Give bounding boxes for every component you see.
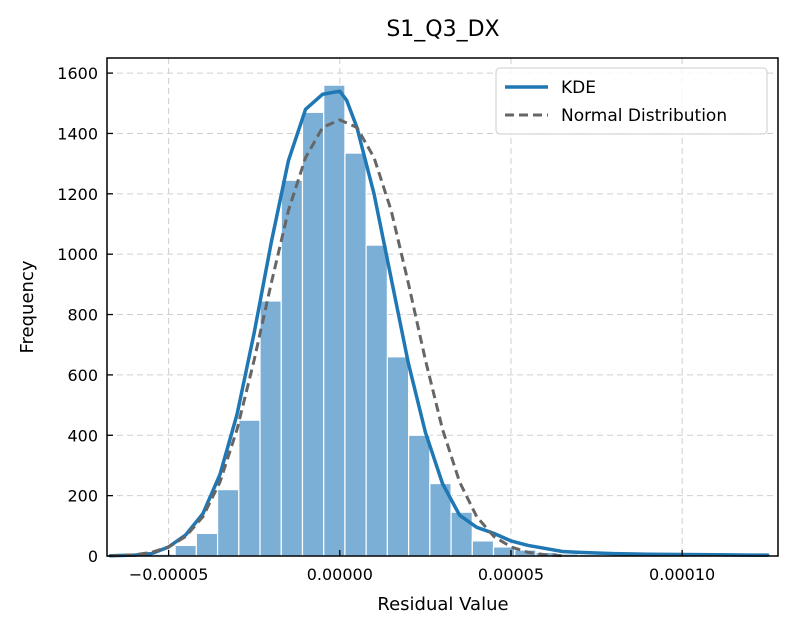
x-axis-ticks: −0.00005 0.00000 0.00005 0.00010 (129, 550, 715, 584)
curves (108, 89, 770, 558)
normal-distribution-curve (110, 118, 563, 558)
histogram-bars (110, 84, 771, 557)
x-tick-label-0: −0.00005 (129, 565, 209, 584)
plot-frame (106, 57, 779, 557)
histogram-bar-13 (386, 356, 410, 557)
histogram-bar-7 (259, 300, 282, 557)
histogram-bar-17 (471, 540, 495, 557)
x-tick-label-1: 0.00000 (307, 565, 373, 584)
y-axis-ticks: 0 200 400 600 800 1000 1200 1400 1600 (57, 64, 113, 566)
histogram-bar-5 (216, 489, 240, 557)
histogram-bar-8 (280, 179, 304, 557)
x-axis-label: Residual Value (377, 594, 508, 615)
histogram-bar-9 (301, 111, 325, 557)
histogram-bar-4 (195, 532, 219, 557)
histogram-bar-6 (238, 419, 261, 557)
legend-normal-label: Normal Distribution (561, 106, 727, 126)
histogram-bar-12 (365, 244, 388, 557)
chart-title: S1_Q3_DX (386, 17, 499, 42)
y-tick-label-4: 800 (67, 306, 98, 325)
legend-box (495, 67, 768, 135)
y-tick-label-6: 1200 (57, 185, 98, 204)
kde-curve (108, 89, 770, 558)
x-tick-label-2: 0.00005 (478, 565, 544, 584)
histogram-bar-10 (323, 84, 346, 557)
y-tick-label-7: 1400 (57, 124, 98, 143)
x-tick-label-3: 0.00010 (649, 565, 715, 584)
legend: KDE Normal Distribution (495, 67, 768, 135)
y-tick-label-1: 200 (67, 487, 98, 506)
histogram-bar-11 (344, 152, 367, 557)
y-tick-label-2: 400 (67, 426, 98, 445)
histogram-bar-3 (174, 544, 197, 557)
y-axis-label: Frequency (17, 260, 38, 353)
y-tick-label-8: 1600 (57, 64, 98, 83)
legend-kde-label: KDE (561, 78, 596, 98)
y-tick-label-3: 600 (67, 366, 98, 385)
y-tick-label-5: 1000 (57, 245, 98, 264)
y-tick-label-0: 0 (88, 547, 98, 566)
histogram-bar-14 (408, 434, 431, 557)
